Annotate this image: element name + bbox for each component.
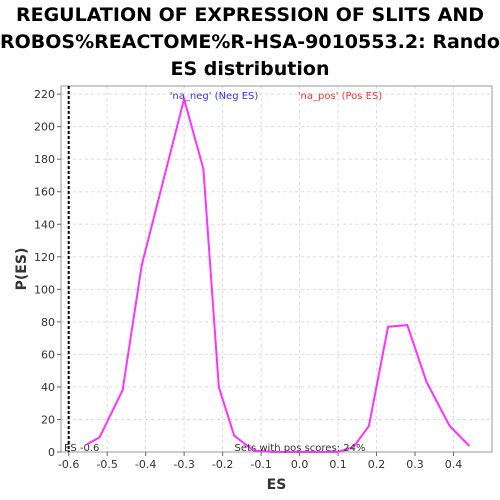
y-tick-label: 160 — [34, 186, 55, 199]
data-point — [298, 451, 301, 453]
x-tick-label: -0.1 — [250, 458, 271, 471]
data-point — [387, 325, 390, 328]
y-tick-label: 40 — [41, 381, 55, 394]
data-point — [217, 385, 220, 388]
data-point — [448, 424, 451, 427]
series-line — [87, 95, 470, 453]
plot-area — [60, 85, 493, 453]
data-point — [317, 451, 320, 453]
x-tick-label: 0.0 — [291, 458, 309, 471]
y-tick-label: 200 — [34, 121, 55, 134]
legend-entry-pos: 'na_pos' (Pos ES) — [298, 91, 383, 102]
data-point — [183, 98, 186, 101]
pos-scores-annotation: Sets with pos scores: 24% — [235, 443, 366, 454]
data-point — [337, 451, 340, 453]
x-tick-label: -0.3 — [173, 458, 194, 471]
y-tick-label: 20 — [41, 413, 55, 426]
data-point — [467, 444, 470, 447]
chart-title-line-3: ES distribution — [170, 58, 330, 80]
y-tick-label: 80 — [41, 316, 55, 329]
y-tick-label: 0 — [48, 446, 55, 459]
y-tick-label: 180 — [34, 153, 55, 166]
data-point — [121, 389, 124, 392]
data-point — [367, 424, 370, 427]
chart-title: REGULATION OF EXPRESSION OF SLITS AND RO… — [0, 2, 500, 83]
x-tick-label: -0.5 — [96, 458, 117, 471]
x-tick-label: 0.4 — [445, 458, 463, 471]
data-point — [98, 436, 101, 439]
data-point — [271, 451, 274, 453]
x-tick-label: -0.2 — [212, 458, 233, 471]
x-tick-label: -0.4 — [135, 458, 156, 471]
x-tick-label: -0.6 — [58, 458, 79, 471]
series-points — [86, 98, 470, 453]
data-point — [425, 381, 428, 384]
x-axis-title: ES — [267, 477, 287, 493]
x-tick-label: 0.3 — [406, 458, 424, 471]
es-value-annotation: ES -0.6 — [64, 443, 99, 454]
data-point — [140, 263, 143, 266]
x-tick-label: 0.1 — [329, 458, 347, 471]
chart-title-line-2: ROBOS%REACTOME%R-HSA-9010553.2: Random — [0, 31, 500, 53]
data-point — [233, 434, 236, 437]
data-point — [86, 442, 89, 445]
data-point — [406, 324, 409, 327]
y-tick-label: 120 — [34, 251, 55, 264]
y-tick-label: 140 — [34, 218, 55, 231]
y-tick-label: 60 — [41, 348, 55, 361]
y-axis-title: P(ES) — [14, 248, 30, 291]
legend-entry-neg: 'na_neg' (Neg ES) — [170, 91, 259, 102]
y-tick-label: 100 — [34, 283, 55, 296]
data-point — [202, 167, 205, 170]
grid-lines — [61, 86, 492, 453]
data-point — [252, 449, 255, 452]
x-tick-label: 0.2 — [368, 458, 386, 471]
data-point — [352, 446, 355, 449]
axis-ticks: -0.6 -0.5 -0.4 -0.3 -0.2 -0.1 0.0 0.1 0.2 0.3 0.4 0… — [34, 88, 462, 471]
y-tick-label: 220 — [34, 88, 55, 101]
chart-title-line-1: REGULATION OF EXPRESSION OF SLITS AND — [15, 4, 485, 26]
